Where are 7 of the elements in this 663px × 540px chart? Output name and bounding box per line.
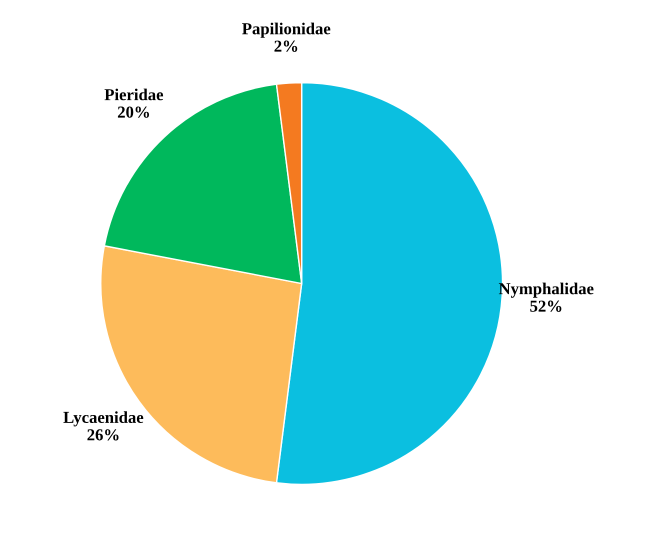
data-label: 2% [274,40,298,52]
slice-label: Lycaenidae [63,411,144,426]
data-label: 26% [87,429,118,441]
data-label: 20% [118,106,150,118]
slice-label: Pieridae [104,88,164,100]
slice-label: Papilionidae [242,22,330,38]
data-label: 52% [530,300,562,312]
